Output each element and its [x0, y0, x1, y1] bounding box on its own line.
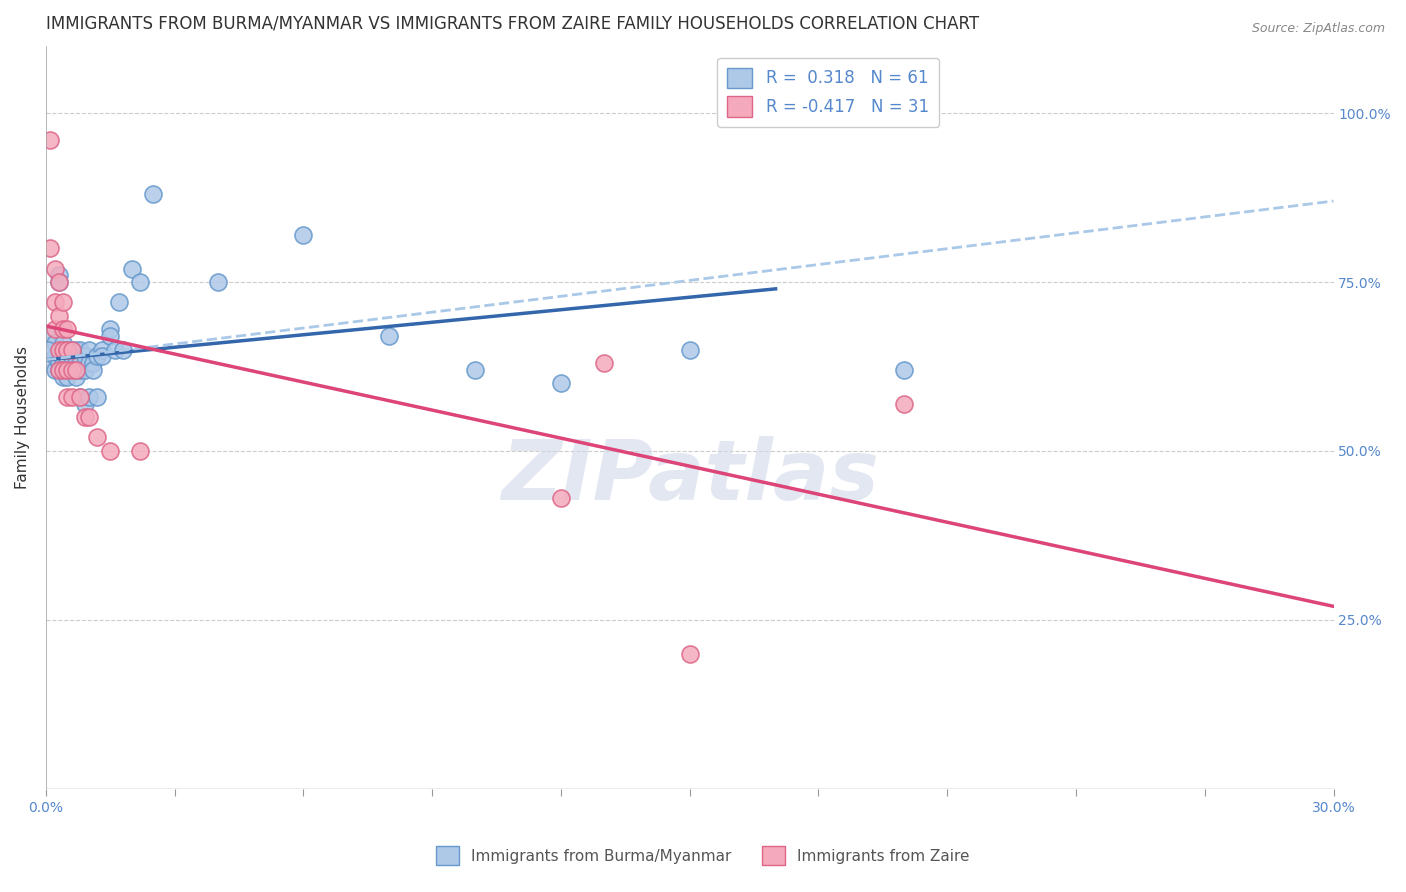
Point — [56, 363, 79, 377]
Point — [550, 491, 572, 506]
Point — [65, 363, 87, 377]
Point — [69, 390, 91, 404]
Point — [44, 261, 66, 276]
Point — [52, 356, 75, 370]
Point — [56, 322, 79, 336]
Point — [44, 335, 66, 350]
Point — [39, 241, 62, 255]
Point — [90, 350, 112, 364]
Point — [52, 350, 75, 364]
Point — [77, 356, 100, 370]
Point — [86, 390, 108, 404]
Point — [48, 363, 70, 377]
Point — [44, 350, 66, 364]
Text: Source: ZipAtlas.com: Source: ZipAtlas.com — [1251, 22, 1385, 36]
Legend: Immigrants from Burma/Myanmar, Immigrants from Zaire: Immigrants from Burma/Myanmar, Immigrant… — [430, 840, 976, 871]
Point — [82, 363, 104, 377]
Point — [65, 356, 87, 370]
Text: ZIPatlas: ZIPatlas — [501, 436, 879, 517]
Point — [39, 329, 62, 343]
Point — [52, 295, 75, 310]
Point — [98, 444, 121, 458]
Point — [52, 363, 75, 377]
Point — [48, 356, 70, 370]
Point — [77, 390, 100, 404]
Point — [37, 343, 59, 357]
Point — [48, 350, 70, 364]
Point — [82, 356, 104, 370]
Point — [60, 343, 83, 357]
Point — [73, 397, 96, 411]
Point — [52, 335, 75, 350]
Point — [129, 275, 152, 289]
Point — [60, 363, 83, 377]
Point — [73, 363, 96, 377]
Point — [44, 363, 66, 377]
Point — [39, 133, 62, 147]
Point — [48, 343, 70, 357]
Point — [464, 363, 486, 377]
Point — [90, 343, 112, 357]
Point — [593, 356, 616, 370]
Point — [60, 343, 83, 357]
Point — [56, 350, 79, 364]
Point — [52, 369, 75, 384]
Point — [52, 363, 75, 377]
Point — [893, 363, 915, 377]
Point — [98, 329, 121, 343]
Point — [56, 363, 79, 377]
Point — [104, 343, 127, 357]
Point — [98, 322, 121, 336]
Point — [73, 350, 96, 364]
Point — [142, 187, 165, 202]
Point — [65, 369, 87, 384]
Point — [52, 343, 75, 357]
Point — [48, 268, 70, 283]
Point — [550, 376, 572, 391]
Legend: R =  0.318   N = 61, R = -0.417   N = 31: R = 0.318 N = 61, R = -0.417 N = 31 — [717, 58, 939, 127]
Point — [108, 295, 131, 310]
Point — [86, 350, 108, 364]
Point — [77, 343, 100, 357]
Point — [44, 322, 66, 336]
Point — [60, 356, 83, 370]
Point — [48, 309, 70, 323]
Point — [56, 369, 79, 384]
Y-axis label: Family Households: Family Households — [15, 346, 30, 489]
Point — [56, 390, 79, 404]
Point — [73, 410, 96, 425]
Point — [56, 356, 79, 370]
Point — [679, 343, 702, 357]
Point — [77, 410, 100, 425]
Point — [39, 356, 62, 370]
Point — [679, 647, 702, 661]
Point — [56, 343, 79, 357]
Point — [378, 329, 401, 343]
Point — [48, 343, 70, 357]
Point — [48, 275, 70, 289]
Point — [112, 343, 135, 357]
Point — [121, 261, 143, 276]
Point — [207, 275, 229, 289]
Point — [65, 343, 87, 357]
Point — [60, 350, 83, 364]
Point — [69, 356, 91, 370]
Point — [44, 295, 66, 310]
Point — [48, 363, 70, 377]
Point — [69, 343, 91, 357]
Point — [129, 444, 152, 458]
Point — [292, 227, 315, 242]
Point — [60, 390, 83, 404]
Point — [65, 363, 87, 377]
Point — [69, 363, 91, 377]
Point — [48, 275, 70, 289]
Text: IMMIGRANTS FROM BURMA/MYANMAR VS IMMIGRANTS FROM ZAIRE FAMILY HOUSEHOLDS CORRELA: IMMIGRANTS FROM BURMA/MYANMAR VS IMMIGRA… — [46, 15, 979, 33]
Point — [52, 322, 75, 336]
Point — [60, 363, 83, 377]
Point — [69, 390, 91, 404]
Point — [56, 343, 79, 357]
Point — [86, 430, 108, 444]
Point — [893, 397, 915, 411]
